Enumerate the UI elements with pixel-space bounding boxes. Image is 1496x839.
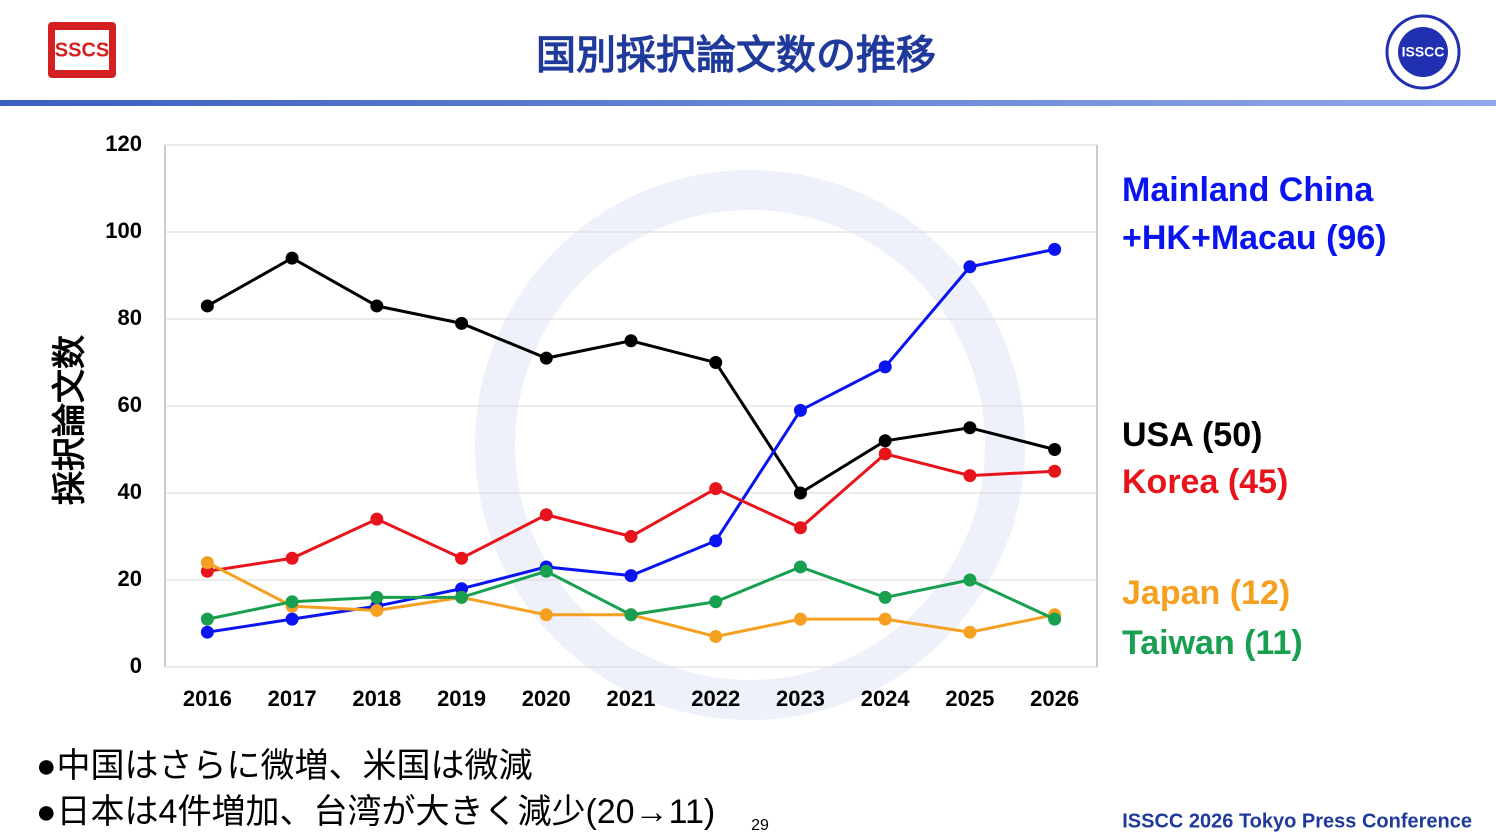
y-tick-label: 60 <box>118 392 142 417</box>
data-point <box>285 595 299 609</box>
data-point <box>709 630 723 644</box>
legend-entry: Korea (45) <box>1122 463 1289 501</box>
data-point <box>624 334 638 348</box>
data-point <box>539 508 553 522</box>
data-point <box>370 603 384 617</box>
y-tick-label: 80 <box>118 305 142 330</box>
data-point <box>793 521 807 535</box>
series-line <box>206 256 1056 496</box>
data-point <box>455 316 469 330</box>
data-point <box>370 512 384 526</box>
x-tick-label: 2026 <box>1030 686 1079 711</box>
x-tick-label: 2025 <box>945 686 994 711</box>
data-point <box>285 551 299 565</box>
data-point <box>709 356 723 369</box>
data-point <box>1048 612 1062 626</box>
data-point <box>793 403 807 417</box>
y-tick-label: 120 <box>105 131 142 156</box>
header-rule <box>0 100 1496 106</box>
data-point <box>539 564 553 578</box>
data-point <box>878 612 892 626</box>
data-point <box>455 590 469 604</box>
x-tick-label: 2020 <box>522 686 571 711</box>
bullet: 中国はさらに微増、米国は微減 <box>36 738 533 787</box>
sscs-logo-inner <box>55 30 109 70</box>
sscs-logo-text: SSCS <box>55 39 109 61</box>
legend-entry: Taiwan (11) <box>1122 624 1303 662</box>
data-point <box>963 260 977 274</box>
data-point <box>963 469 977 483</box>
data-point <box>624 569 638 583</box>
data-point <box>709 482 723 496</box>
x-tick-label: 2023 <box>776 686 825 711</box>
data-point <box>285 251 299 265</box>
slide-title: 国別採択論文数の推移 <box>536 34 936 78</box>
data-point <box>1048 242 1062 256</box>
data-point <box>1048 443 1062 456</box>
data-point <box>200 556 214 570</box>
x-tick-label: 2018 <box>352 686 401 711</box>
data-point <box>285 612 299 626</box>
series-line <box>207 452 1055 573</box>
legend-entry: Japan (12) <box>1122 574 1291 612</box>
y-tick-label: 100 <box>105 218 142 243</box>
bullet: 日本は4件増加、台湾が大きく減少(20→11) <box>36 784 716 833</box>
x-tick-label: 2021 <box>607 686 656 711</box>
data-point <box>878 434 892 448</box>
y-tick-label: 20 <box>118 566 142 591</box>
data-point <box>963 421 977 435</box>
isscc-logo-inner <box>1398 27 1448 77</box>
data-point <box>878 360 892 374</box>
data-point <box>455 551 469 565</box>
isscc-logo-text: ISSCC <box>1402 44 1445 60</box>
data-point <box>709 595 723 609</box>
data-point <box>200 625 214 639</box>
data-point <box>370 590 384 604</box>
data-point <box>1048 464 1062 478</box>
data-point <box>200 612 214 626</box>
data-point <box>370 299 384 313</box>
y-tick-label: 0 <box>130 653 142 678</box>
page-number: 29 <box>751 817 769 834</box>
data-point <box>624 608 638 622</box>
data-point <box>793 560 807 574</box>
data-point <box>539 608 553 622</box>
y-tick-label: 40 <box>118 479 142 504</box>
legend-entry: USA (50) <box>1122 416 1263 454</box>
data-point <box>709 534 723 548</box>
data-point <box>963 625 977 639</box>
data-point <box>624 530 638 543</box>
footer: ISSCC 2026 Tokyo Press Conference <box>1122 810 1472 832</box>
legend-entry: Mainland China +HK+Macau (96) <box>1122 171 1387 257</box>
data-point <box>793 612 807 626</box>
data-point <box>539 351 553 365</box>
data-point <box>793 486 807 500</box>
x-tick-label: 2019 <box>437 686 486 711</box>
data-point <box>963 573 977 587</box>
data-point <box>200 299 214 313</box>
x-tick-label: 2017 <box>268 686 317 711</box>
watermark <box>475 170 1025 720</box>
x-tick-label: 2022 <box>691 686 740 711</box>
data-point <box>878 590 892 604</box>
y-axis-label: 採択論文数 <box>50 335 89 505</box>
data-point <box>878 447 892 461</box>
x-tick-label: 2016 <box>183 686 232 711</box>
x-tick-label: 2024 <box>861 686 911 711</box>
